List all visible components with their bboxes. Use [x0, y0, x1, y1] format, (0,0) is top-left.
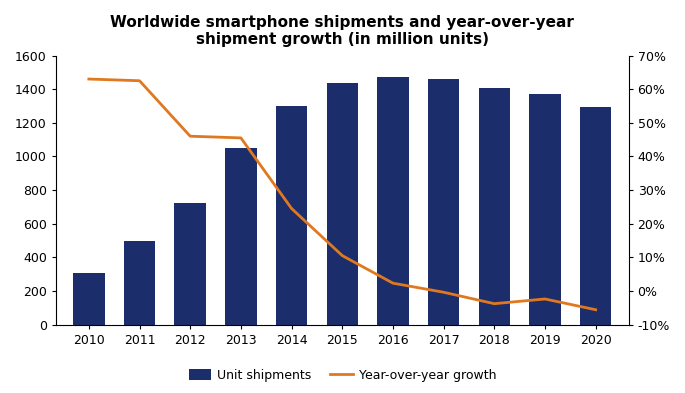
Bar — [124, 241, 155, 325]
Legend: Unit shipments, Year-over-year growth: Unit shipments, Year-over-year growth — [184, 364, 501, 387]
Bar — [175, 203, 206, 325]
Bar — [530, 94, 561, 325]
Bar — [73, 273, 105, 325]
Bar — [327, 83, 358, 325]
Bar — [479, 88, 510, 325]
Bar — [428, 79, 460, 325]
Title: Worldwide smartphone shipments and year-over-year
shipment growth (in million un: Worldwide smartphone shipments and year-… — [110, 15, 574, 48]
Bar — [580, 107, 612, 325]
Bar — [377, 77, 409, 325]
Bar — [225, 149, 257, 325]
Bar — [276, 106, 308, 325]
